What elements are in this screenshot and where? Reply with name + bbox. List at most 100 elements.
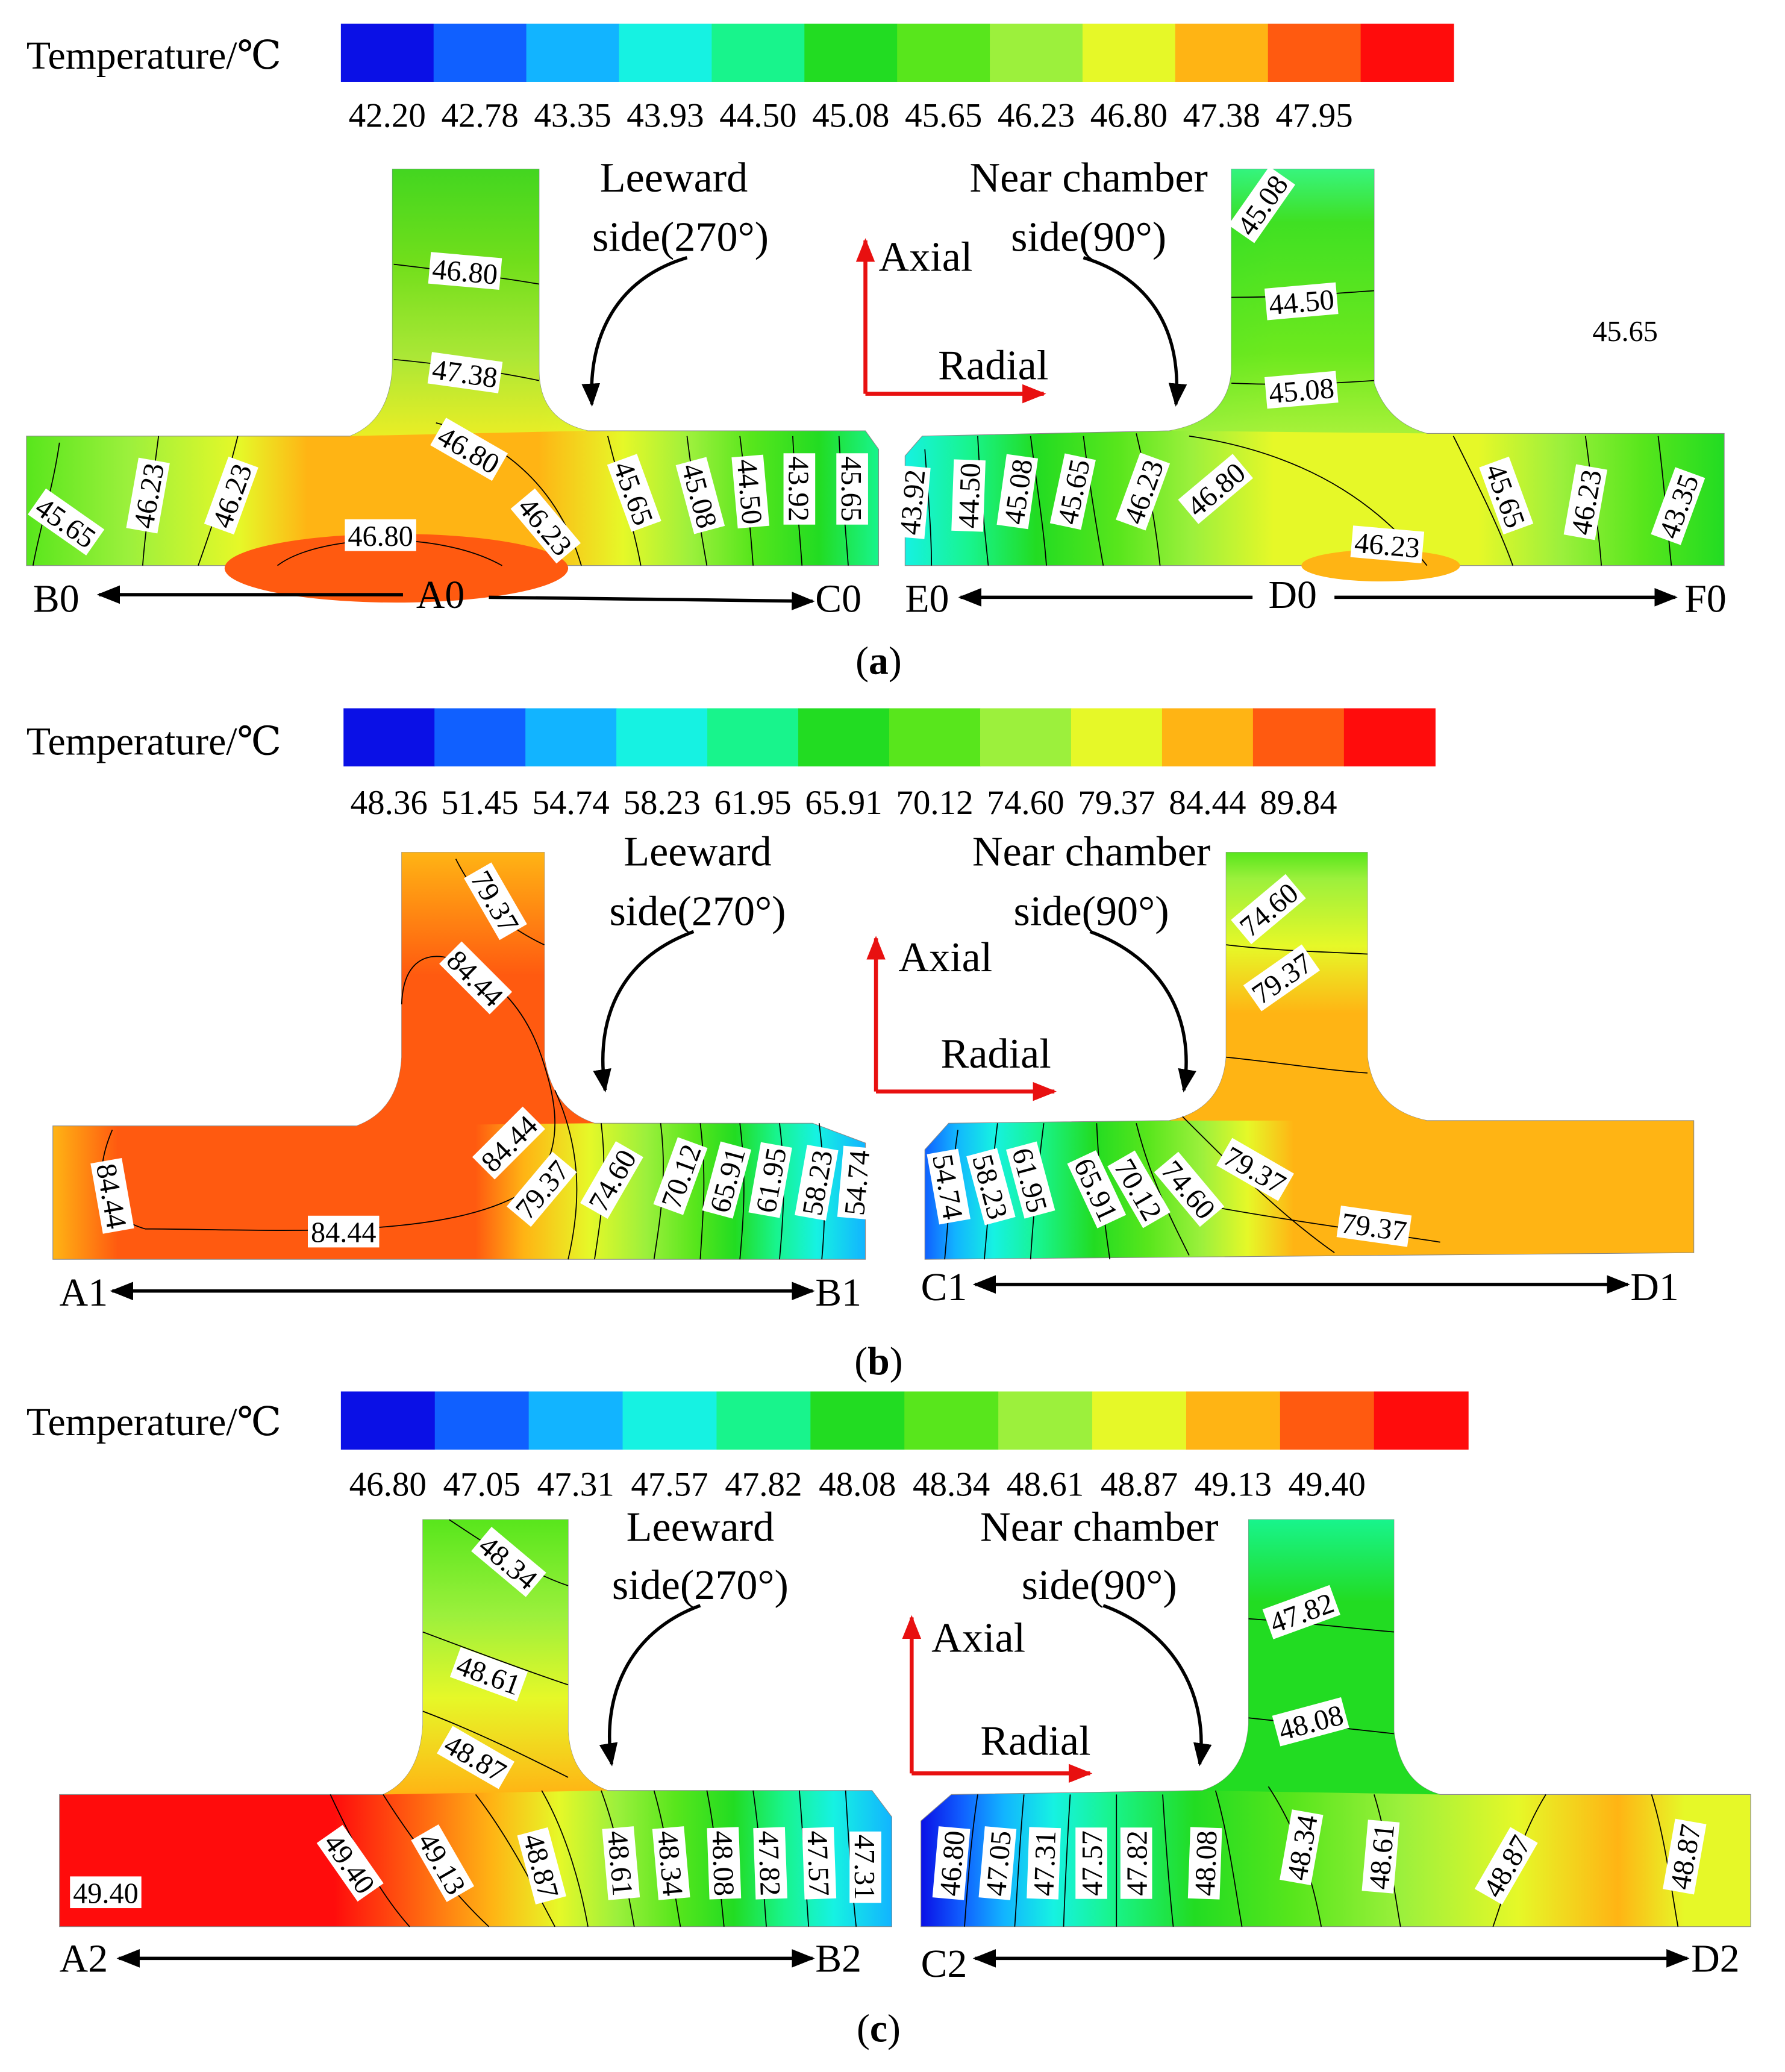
contour-label-text: 44.50: [1268, 284, 1336, 321]
colorbar-swatch: [804, 23, 898, 82]
colorbar-swatch: [1186, 1391, 1281, 1450]
colorbar-tick-label: 47.31: [537, 1466, 614, 1504]
contour-label-box: [316, 1824, 384, 1902]
colorbar-swatch: [434, 1391, 530, 1450]
contour-label-text: 45.08: [1268, 372, 1336, 410]
colorbar-swatch: [707, 708, 799, 767]
contour-label-box: [1243, 944, 1320, 1012]
colorbar-tick-label: 42.20: [349, 97, 426, 135]
colorbar-title: Temperature/℃: [27, 34, 281, 78]
contour-label: 48.08: [1187, 1827, 1224, 1900]
contour-label-box: [802, 1827, 837, 1900]
axis-label-b0: B0: [33, 577, 80, 621]
near-chamber-label-a: Near chamber: [969, 154, 1207, 201]
contour-label-box: [1027, 1827, 1061, 1900]
hot-core-a: [224, 534, 569, 603]
contour-label-text: 44.50: [952, 462, 987, 528]
colorbar-tick-label: 46.80: [349, 1466, 427, 1504]
contour-label: 44.50: [731, 454, 770, 529]
colorbar-swatch: [619, 23, 713, 82]
panel-caption-b: (b): [854, 1339, 902, 1383]
contour-label-box: [652, 1826, 690, 1900]
contour-label-text: 44.50: [731, 458, 768, 526]
contour-label-box: [411, 1824, 475, 1902]
colorbar-tick-label: 47.82: [725, 1466, 802, 1504]
colorbar-title: Temperature/℃: [27, 1400, 281, 1444]
axis-label-c1: C1: [921, 1265, 968, 1309]
axial-label-a: Axial: [878, 234, 972, 281]
contour-label-box: [506, 1151, 577, 1227]
contour-label-text: 48.34: [651, 1829, 689, 1897]
contour-label-box: [1265, 371, 1339, 409]
contour-label: 84.44: [308, 1215, 380, 1249]
contour-label: 47.82: [1120, 1827, 1154, 1899]
contour-label-text: 46.23: [1353, 527, 1421, 565]
colorbar-swatch: [1252, 708, 1345, 767]
colorbar-swatch: [434, 708, 527, 767]
contour-label-box: [602, 1826, 640, 1900]
colorbar-tick-label: 48.08: [819, 1466, 896, 1504]
contour-label-box: [28, 488, 105, 556]
contour-label-text: 46.80: [431, 254, 499, 291]
colorbar-tick-label: 48.34: [913, 1466, 990, 1504]
axis-label-c0: C0: [815, 577, 861, 621]
contour-label-box: [517, 1827, 566, 1905]
near-chamber-label-b: Near chamber: [972, 828, 1210, 875]
isolines-c: [330, 1519, 1679, 1927]
colorbar-swatch: [1161, 708, 1254, 767]
contour-label-text: 47.05: [980, 1829, 1018, 1897]
leeward-angle-c: side(270°): [612, 1562, 789, 1609]
colorbar-swatch: [525, 708, 617, 767]
contour-label-box: [1154, 1151, 1225, 1227]
colorbar-swatch: [1268, 23, 1361, 82]
colorbar-c: Temperature/℃ 46.80 47.05 47.31 47.57 47.82 4…: [27, 1391, 1469, 1504]
contour-label-box: [1350, 525, 1425, 563]
colorbar-swatch: [528, 1391, 624, 1450]
contour-label-box: [70, 1876, 142, 1909]
contour-label-text: 47.31: [1028, 1830, 1062, 1896]
contour-label-box: [1563, 464, 1608, 540]
contour-label-box: [1336, 1206, 1412, 1247]
panel-a: Temperature/℃ 42.20 42.78 43.35 43.93 44.50 4…: [26, 23, 1727, 683]
contour-label-box: [1589, 314, 1661, 346]
contour-label: 49.40: [70, 1876, 142, 1909]
contour-label-box: [795, 1145, 839, 1221]
contour-label-box: [1231, 874, 1306, 945]
contour-label-text: 49.40: [73, 1877, 139, 1909]
axis-label-d2: D2: [1691, 1936, 1739, 1980]
contour-label-text: 84.44: [311, 1217, 377, 1249]
contour-label-box: [1075, 1827, 1107, 1899]
axial-label-b: Axial: [898, 934, 992, 981]
contour-label-box: [702, 1141, 752, 1219]
colorbar-tick-label: 48.87: [1101, 1466, 1178, 1504]
contour-label-box: [1120, 1827, 1152, 1899]
rotation-arrow-right-b: [1089, 930, 1196, 1093]
contour-label-text: 46.80: [348, 521, 413, 552]
contour-label-box: [1361, 1820, 1400, 1894]
contour-label-box: [1262, 1585, 1340, 1639]
colorbar-tick-label: 46.80: [1090, 97, 1168, 135]
contour-label-box: [1216, 1138, 1294, 1201]
contour-label-text: 48.61: [1363, 1823, 1401, 1891]
leeward-angle-a: side(270°): [592, 214, 769, 261]
colorbar-tick-label: 43.93: [627, 97, 704, 135]
contour-label-text: 47.57: [1077, 1830, 1108, 1896]
contour-label-box: [1272, 1697, 1349, 1747]
colorbar-swatch: [904, 1391, 999, 1450]
rotation-arrow-left-b: [593, 930, 695, 1093]
axis-label-d1: D1: [1630, 1265, 1678, 1309]
contour-label-box: [1228, 166, 1296, 243]
domain-left-a-stem: [350, 169, 588, 436]
colorbar-tick-label: 58.23: [623, 784, 700, 822]
contour-label-box: [204, 456, 258, 535]
contour-label-box: [927, 1148, 971, 1225]
contour-label: 61.95: [748, 1142, 793, 1218]
colorbar-a: Temperature/℃ 42.20 42.78 43.35 43.93 44.50 4…: [27, 23, 1454, 135]
contour-label-box: [1479, 456, 1534, 535]
colorbar-tick-label: 54.74: [532, 784, 609, 822]
colorbar-tick-label: 45.08: [812, 97, 889, 135]
colorbar-swatch: [810, 1391, 905, 1450]
contour-label-text: 47.31: [848, 1835, 880, 1900]
